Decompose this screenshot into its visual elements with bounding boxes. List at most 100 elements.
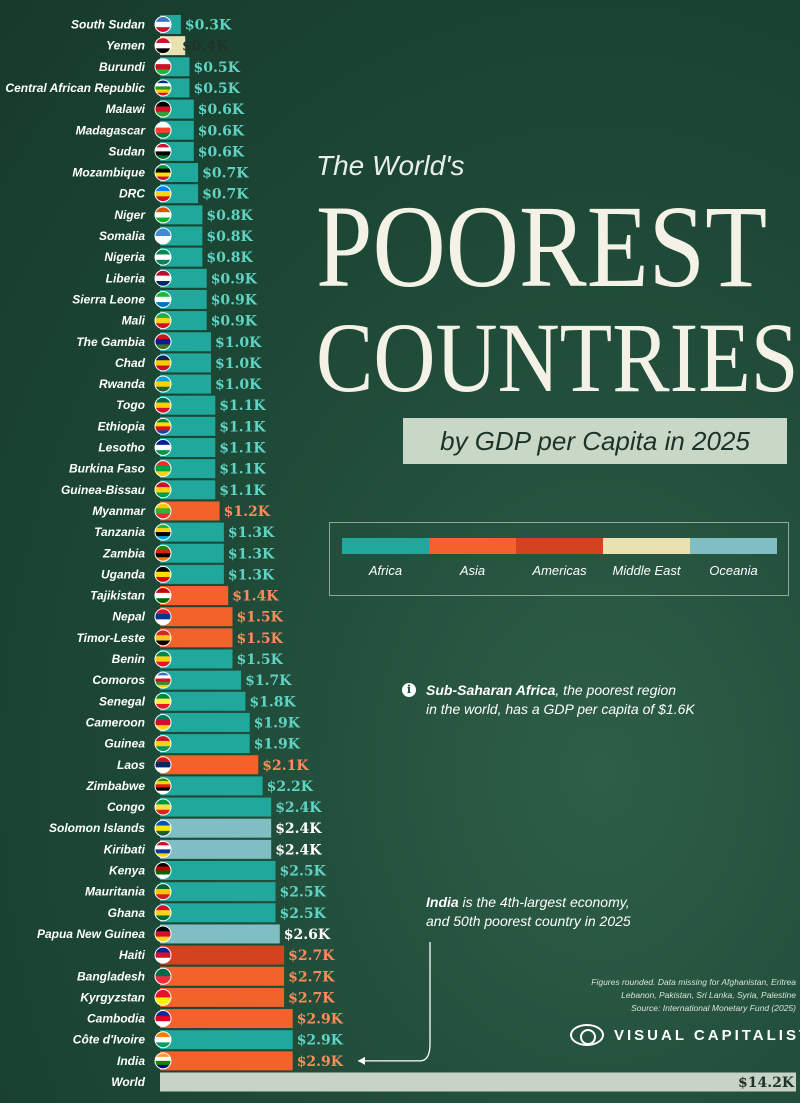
country-label-lesotho: Lesotho — [98, 441, 145, 455]
value-label-timor-leste: $1.5K — [237, 631, 284, 647]
africa-note-bold: Sub-Saharan Africa — [426, 682, 556, 698]
country-label-kenya: Kenya — [109, 864, 145, 878]
country-label-timor-leste: Timor-Leste — [77, 631, 146, 645]
bar-chad — [160, 353, 211, 373]
flag-kenya-icon — [154, 862, 172, 879]
flag-mali-icon — [154, 312, 172, 330]
flag-myanmar-icon — [154, 502, 172, 520]
flag-nigeria-icon — [154, 248, 172, 266]
flag-the-gambia-icon — [154, 333, 172, 351]
value-label-kyrgyzstan: $2.7K — [288, 990, 335, 1006]
country-label-zimbabwe: Zimbabwe — [85, 779, 145, 793]
country-label-sierra-leone: Sierra Leone — [72, 292, 145, 306]
flag-burkina-faso-icon — [154, 460, 172, 478]
flag-drc-icon — [154, 185, 172, 203]
legend-swatch-africa — [342, 538, 429, 554]
title-line-3: COUNTRIES — [316, 302, 799, 413]
country-label-zambia: Zambia — [102, 546, 145, 560]
flag-haiti-icon — [154, 946, 172, 964]
footnote-line-2: Lebanon, Pakistan, Sri Lanka, Syria, Pal… — [621, 990, 796, 1000]
value-label-myanmar: $1.2K — [224, 504, 271, 520]
value-label-laos: $2.1K — [262, 758, 309, 774]
africa-note: Sub-Saharan Africa, the poorest region i… — [402, 681, 792, 719]
flag-togo-icon — [154, 396, 172, 414]
bar-cambodia — [160, 1009, 293, 1029]
country-label-ethiopia: Ethiopia — [98, 419, 146, 433]
value-label-yemen: $0.4K — [182, 39, 229, 55]
subtitle: by GDP per Capita in 2025 — [440, 425, 750, 456]
bar-kyrgyzstan — [160, 987, 285, 1007]
value-label-south-sudan: $0.3K — [185, 18, 232, 34]
flag-cambodia-icon — [154, 1010, 172, 1028]
country-label-cambodia: Cambodia — [87, 1012, 145, 1026]
value-label-comoros: $1.7K — [245, 673, 292, 689]
flag-kiribati-icon — [154, 840, 172, 858]
country-label-sudan: Sudan — [108, 144, 145, 158]
value-label-cameroon: $1.9K — [254, 715, 301, 731]
country-label-uganda: Uganda — [101, 567, 145, 581]
india-note-rest: is the 4th-largest economy, — [458, 894, 630, 910]
flag-bangladesh-icon — [154, 967, 172, 985]
country-label-c-te-d-ivoire: Côte d'Ivoire — [73, 1033, 146, 1047]
value-label-c-te-d-ivoire: $2.9K — [297, 1033, 344, 1049]
india-note-line2: and 50th poorest country in 2025 — [426, 913, 631, 929]
bar-nigeria — [160, 247, 203, 267]
bar-tajikistan — [160, 586, 229, 606]
bar-zimbabwe — [160, 776, 263, 796]
flag-liberia-icon — [154, 269, 172, 287]
country-label-the-gambia: The Gambia — [76, 335, 145, 349]
india-connector-line — [358, 942, 431, 1062]
bar-niger — [160, 205, 203, 225]
country-label-solomon-islands: Solomon Islands — [49, 821, 145, 835]
value-label-rwanda: $1.0K — [215, 377, 262, 393]
legend-swatch-asia — [429, 538, 516, 554]
value-label-sierra-leone: $0.9K — [211, 292, 258, 308]
country-label-south-sudan: South Sudan — [71, 18, 145, 32]
bar-zambia — [160, 543, 224, 563]
bar-somalia — [160, 226, 203, 246]
country-label-mali: Mali — [122, 314, 146, 328]
value-label-india: $2.9K — [297, 1054, 344, 1070]
footnote-line-1: Figures rounded. Data missing for Afghan… — [591, 977, 796, 987]
bar-uganda — [160, 564, 224, 584]
flag-timor-leste-icon — [154, 629, 172, 647]
value-label-haiti: $2.7K — [288, 948, 335, 964]
title-line-2: POOREST — [316, 181, 768, 312]
flag-c-te-d-ivoire-icon — [154, 1031, 172, 1049]
flag-guinea-icon — [154, 735, 172, 753]
bar-kiribati — [160, 839, 272, 859]
visual-capitalist-logo-icon — [570, 1024, 604, 1046]
country-label-india: India — [117, 1054, 145, 1068]
value-label-uganda: $1.3K — [228, 567, 275, 583]
value-label-kenya: $2.5K — [280, 864, 327, 880]
value-label-nigeria: $0.8K — [206, 250, 253, 266]
bar-ghana — [160, 903, 276, 923]
legend: Africa Asia Americas Middle East Oceania — [329, 522, 789, 596]
flag-zambia-icon — [154, 544, 172, 562]
title-line-1: The World's — [316, 150, 465, 181]
value-label-mauritania: $2.5K — [280, 885, 327, 901]
flag-lesotho-icon — [154, 439, 172, 456]
value-label-bangladesh: $2.7K — [288, 969, 335, 985]
flag-niger-icon — [154, 206, 172, 224]
country-label-central-african-republic: Central African Republic — [5, 81, 145, 95]
bar-mali — [160, 311, 207, 331]
country-label-togo: Togo — [116, 398, 145, 412]
bar-guinea — [160, 734, 250, 754]
bar-ethiopia — [160, 416, 216, 436]
legend-swatch-middle-east — [603, 538, 690, 554]
india-note: India is the 4th-largest economy, and 50… — [426, 893, 796, 931]
legend-label-middle-east: Middle East — [612, 563, 681, 578]
info-icon: i — [402, 683, 416, 697]
flag-benin-icon — [154, 650, 172, 668]
value-label-ghana: $2.5K — [280, 906, 327, 922]
country-label-laos: Laos — [117, 758, 145, 772]
bar-guinea-bissau — [160, 480, 216, 500]
india-note-bold: India — [426, 894, 459, 910]
value-label-senegal: $1.8K — [249, 694, 296, 710]
flag-sudan-icon — [154, 142, 172, 160]
bar-lesotho — [160, 438, 216, 457]
country-label-liberia: Liberia — [106, 271, 146, 285]
bar-india — [160, 1051, 293, 1071]
bar-senegal — [160, 691, 246, 711]
